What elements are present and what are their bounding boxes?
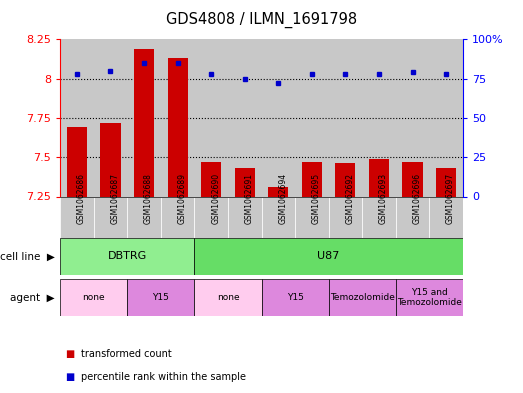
- Bar: [328, 39, 362, 197]
- Bar: [195, 39, 228, 197]
- Text: GDS4808 / ILMN_1691798: GDS4808 / ILMN_1691798: [166, 11, 357, 28]
- Text: transformed count: transformed count: [81, 349, 172, 359]
- Bar: [396, 39, 429, 197]
- Bar: [67, 127, 87, 196]
- Bar: [369, 159, 389, 196]
- Bar: [94, 196, 127, 238]
- Text: GSM1062689: GSM1062689: [178, 173, 187, 224]
- Bar: [362, 196, 396, 238]
- Bar: [429, 39, 463, 197]
- Text: Y15: Y15: [287, 293, 303, 302]
- Bar: [328, 279, 396, 316]
- Bar: [262, 279, 328, 316]
- Bar: [195, 196, 228, 238]
- Bar: [335, 163, 356, 196]
- Bar: [127, 39, 161, 197]
- Text: GSM1062692: GSM1062692: [345, 173, 355, 224]
- Text: GSM1062690: GSM1062690: [211, 173, 220, 224]
- Text: cell line  ▶: cell line ▶: [0, 252, 55, 261]
- Text: GSM1062697: GSM1062697: [446, 173, 455, 224]
- Text: none: none: [83, 293, 105, 302]
- Bar: [195, 238, 463, 275]
- Bar: [161, 196, 195, 238]
- Bar: [94, 39, 127, 197]
- Bar: [302, 162, 322, 196]
- Bar: [161, 39, 195, 197]
- Bar: [100, 123, 121, 196]
- Bar: [262, 196, 295, 238]
- Bar: [60, 39, 94, 197]
- Bar: [429, 196, 463, 238]
- Bar: [295, 39, 328, 197]
- Bar: [127, 279, 195, 316]
- Bar: [195, 279, 262, 316]
- Bar: [228, 196, 262, 238]
- Bar: [436, 168, 456, 196]
- Text: ■: ■: [65, 372, 75, 382]
- Text: GSM1062696: GSM1062696: [413, 173, 422, 224]
- Text: GSM1062687: GSM1062687: [110, 173, 119, 224]
- Bar: [268, 187, 288, 196]
- Text: DBTRG: DBTRG: [108, 252, 147, 261]
- Text: U87: U87: [317, 252, 340, 261]
- Bar: [60, 196, 94, 238]
- Text: GSM1062693: GSM1062693: [379, 173, 388, 224]
- Bar: [262, 39, 295, 197]
- Text: Y15 and
Temozolomide: Y15 and Temozolomide: [397, 288, 462, 307]
- Bar: [228, 39, 262, 197]
- Text: percentile rank within the sample: percentile rank within the sample: [81, 372, 246, 382]
- Bar: [403, 162, 423, 196]
- Bar: [295, 196, 328, 238]
- Text: none: none: [217, 293, 239, 302]
- Bar: [134, 49, 154, 196]
- Bar: [362, 39, 396, 197]
- Bar: [167, 58, 188, 196]
- Text: Y15: Y15: [152, 293, 169, 302]
- Text: Temozolomide: Temozolomide: [329, 293, 395, 302]
- Text: agent  ▶: agent ▶: [10, 293, 55, 303]
- Text: GSM1062694: GSM1062694: [278, 173, 287, 224]
- Text: ■: ■: [65, 349, 75, 359]
- Bar: [60, 279, 127, 316]
- Bar: [201, 162, 221, 196]
- Bar: [328, 196, 362, 238]
- Bar: [127, 196, 161, 238]
- Bar: [60, 238, 195, 275]
- Text: GSM1062695: GSM1062695: [312, 173, 321, 224]
- Text: GSM1062686: GSM1062686: [77, 173, 86, 224]
- Bar: [396, 279, 463, 316]
- Text: GSM1062688: GSM1062688: [144, 173, 153, 224]
- Bar: [235, 168, 255, 196]
- Text: GSM1062691: GSM1062691: [245, 173, 254, 224]
- Bar: [396, 196, 429, 238]
